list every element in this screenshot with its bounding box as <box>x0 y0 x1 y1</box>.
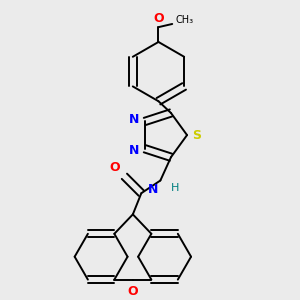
Text: O: O <box>110 161 120 174</box>
Text: O: O <box>153 12 164 25</box>
Text: S: S <box>192 129 201 142</box>
Text: O: O <box>128 285 138 298</box>
Text: CH₃: CH₃ <box>176 15 194 25</box>
Text: N: N <box>129 144 140 158</box>
Text: N: N <box>129 113 140 126</box>
Text: N: N <box>148 183 158 196</box>
Text: H: H <box>171 183 179 193</box>
